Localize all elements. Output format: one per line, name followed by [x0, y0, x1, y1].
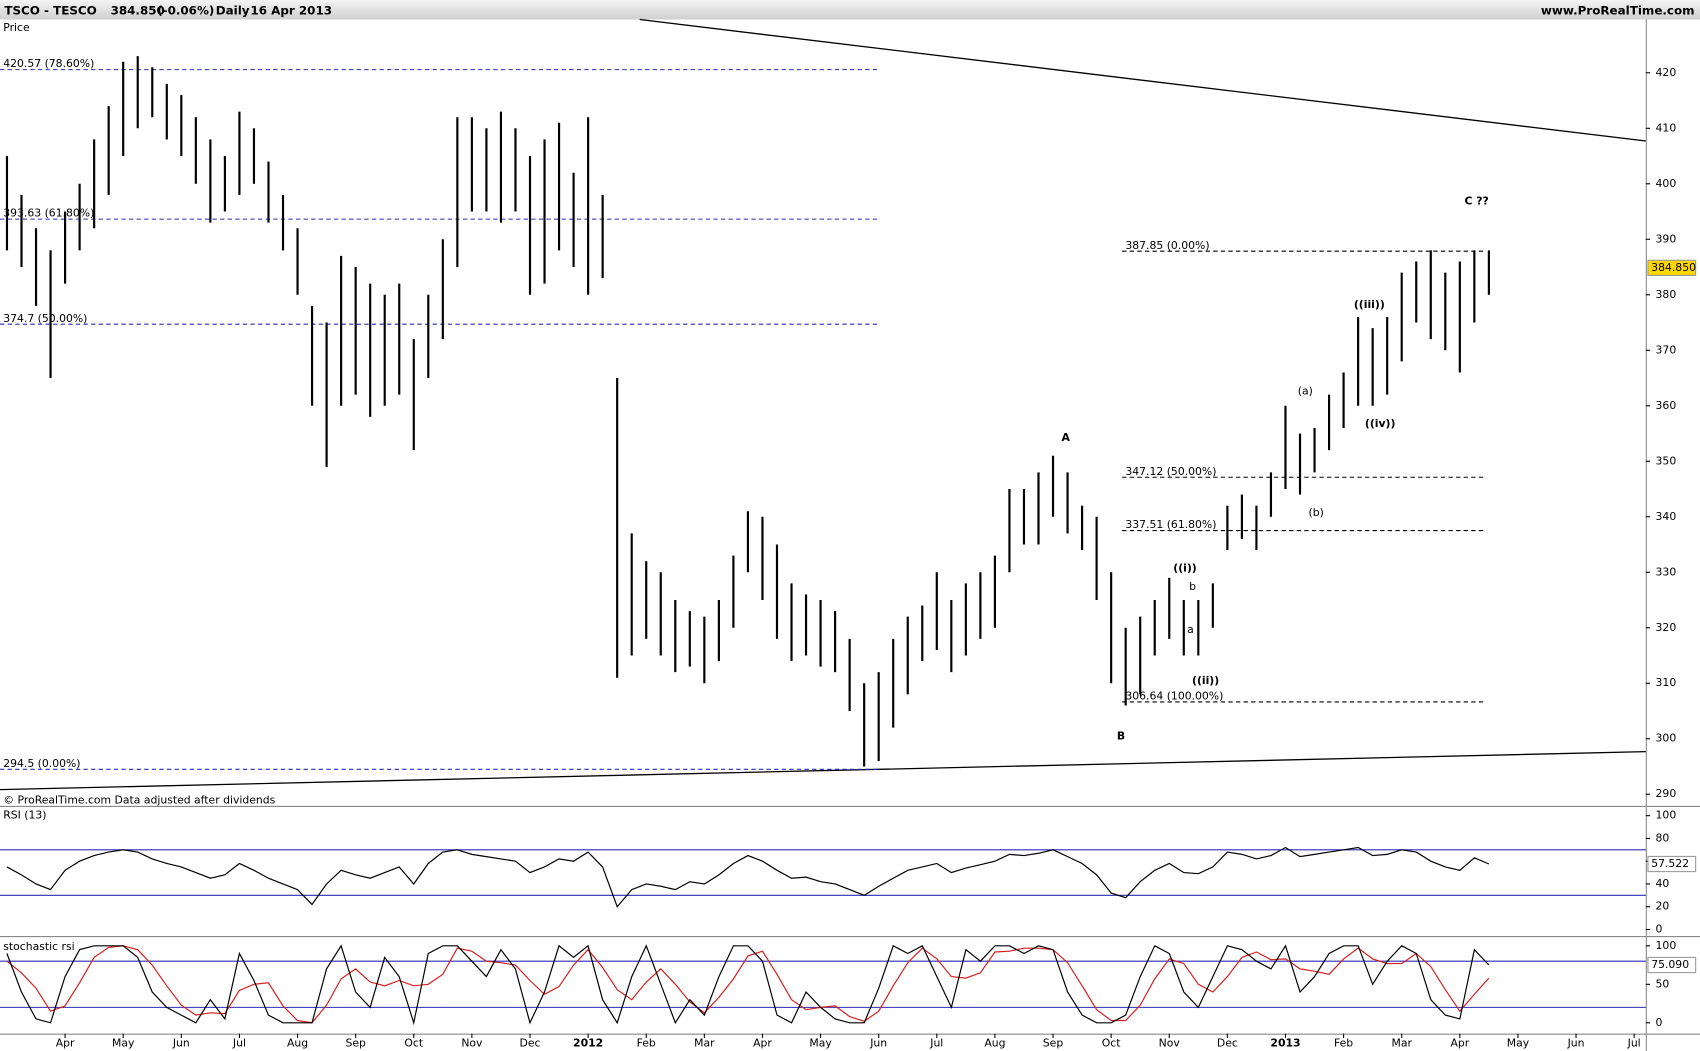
header-bar — [0, 0, 1700, 20]
period: Daily — [216, 3, 250, 17]
x-tick-label: Apr — [753, 1036, 772, 1049]
wave-label: ((iii)) — [1354, 298, 1385, 311]
y-tick-label: 300 — [1656, 732, 1677, 745]
x-tick-label: May — [112, 1036, 135, 1049]
y-tick-label: 390 — [1656, 232, 1677, 245]
y-tick-label: 0 — [1656, 1016, 1663, 1029]
x-tick-label: Feb — [637, 1036, 656, 1049]
x-tick-label: Jul — [232, 1036, 246, 1049]
fib-label: 387.85 (0.00%) — [1125, 239, 1209, 252]
fib-label: 393.63 (61.80%) — [3, 207, 94, 220]
y-tick-label: 310 — [1656, 676, 1677, 689]
y-tick-label: 350 — [1656, 454, 1677, 467]
last-label: 384.850 — [1651, 261, 1696, 274]
y-tick-label: 330 — [1656, 565, 1677, 578]
panel-title: RSI (13) — [3, 809, 46, 822]
x-tick-label: Aug — [984, 1036, 1005, 1049]
value-badge — [1647, 956, 1697, 974]
x-tick-label: Oct — [1102, 1036, 1121, 1049]
x-tick-label: Jul — [929, 1036, 943, 1049]
y-tick-label: 420 — [1656, 66, 1677, 79]
wave-label: B — [1117, 729, 1125, 742]
y-tick-label: 360 — [1656, 399, 1677, 412]
x-tick-label: Dec — [1217, 1036, 1238, 1049]
x-tick-label: Oct — [404, 1036, 423, 1049]
wave-label: ((i)) — [1173, 561, 1197, 574]
y-tick-label: 80 — [1656, 831, 1670, 844]
fib-label: 374.7 (50.00%) — [3, 312, 87, 325]
change: (-0.06%) — [157, 3, 214, 17]
x-tick-label: Mar — [1391, 1036, 1412, 1049]
indicator-line — [6, 945, 1490, 1024]
wave-label: ((iv)) — [1365, 417, 1396, 430]
wave-label: (a) — [1298, 385, 1313, 398]
y-tick-label: 0 — [1656, 922, 1663, 935]
date: 16 Apr 2013 — [250, 3, 332, 17]
wave-label: A — [1062, 431, 1071, 444]
y-tick-label: 370 — [1656, 343, 1677, 356]
x-tick-label: Jun — [172, 1036, 190, 1049]
trend-line — [0, 750, 1646, 791]
y-tick-label: 340 — [1656, 510, 1677, 523]
x-tick-label: Sep — [1043, 1036, 1064, 1049]
fib-label: 294.5 (0.00%) — [3, 757, 80, 770]
fib-label: 420.57 (78.60%) — [3, 57, 94, 70]
indicator-line — [6, 846, 1490, 908]
site: www.ProRealTime.com — [1541, 3, 1695, 17]
footnote: © ProRealTime.com Data adjusted after di… — [3, 793, 275, 806]
fib-label: 306.64 (100.00%) — [1125, 689, 1223, 702]
y-tick-label: 290 — [1656, 787, 1677, 800]
x-tick-label: Jul — [1627, 1036, 1641, 1049]
y-tick-label: 380 — [1656, 288, 1677, 301]
wave-label: C ?? — [1465, 195, 1489, 208]
y-axis-label: Price — [3, 21, 30, 34]
y-tick-label: 40 — [1656, 877, 1670, 890]
x-tick-label: Jun — [869, 1036, 887, 1049]
last-price: 384.850 — [111, 3, 165, 17]
wave-label: b — [1189, 580, 1196, 593]
fib-label: 347.12 (50.00%) — [1125, 465, 1216, 478]
x-tick-label: May — [1507, 1036, 1530, 1049]
x-tick-label: Nov — [1159, 1036, 1181, 1049]
panel-title: stochastic rsi — [3, 940, 74, 953]
value-label: 75.090 — [1651, 958, 1689, 971]
x-tick-label: Aug — [287, 1036, 308, 1049]
value-badge — [1647, 855, 1697, 873]
y-tick-label: 100 — [1656, 939, 1677, 952]
x-tick-label: Apr — [56, 1036, 75, 1049]
indicator-line — [6, 944, 1490, 1026]
value-label: 57.522 — [1651, 857, 1689, 870]
x-tick-label: Nov — [461, 1036, 483, 1049]
x-tick-label: Feb — [1334, 1036, 1353, 1049]
y-tick-label: 50 — [1656, 977, 1670, 990]
x-tick-label: Sep — [345, 1036, 366, 1049]
x-tick-label: 2013 — [1270, 1036, 1300, 1049]
y-tick-label: 20 — [1656, 900, 1670, 913]
y-tick-label: 320 — [1656, 621, 1677, 634]
y-tick-label: 410 — [1656, 121, 1677, 134]
x-tick-label: May — [809, 1036, 832, 1049]
y-tick-label: 100 — [1656, 809, 1677, 822]
fib-label: 337.51 (61.80%) — [1125, 518, 1216, 531]
x-tick-label: Mar — [694, 1036, 715, 1049]
trend-line — [639, 18, 1646, 142]
x-tick-label: 2012 — [573, 1036, 603, 1049]
wave-label: (b) — [1309, 506, 1324, 519]
wave-label: a — [1187, 623, 1194, 636]
wave-label: ((ii)) — [1192, 674, 1219, 687]
symbol: TSCO - TESCO — [4, 3, 96, 17]
x-tick-label: Jun — [1567, 1036, 1585, 1049]
x-tick-label: Dec — [520, 1036, 541, 1049]
last-badge — [1647, 259, 1697, 277]
x-tick-label: Apr — [1450, 1036, 1469, 1049]
y-tick-label: 400 — [1656, 177, 1677, 190]
